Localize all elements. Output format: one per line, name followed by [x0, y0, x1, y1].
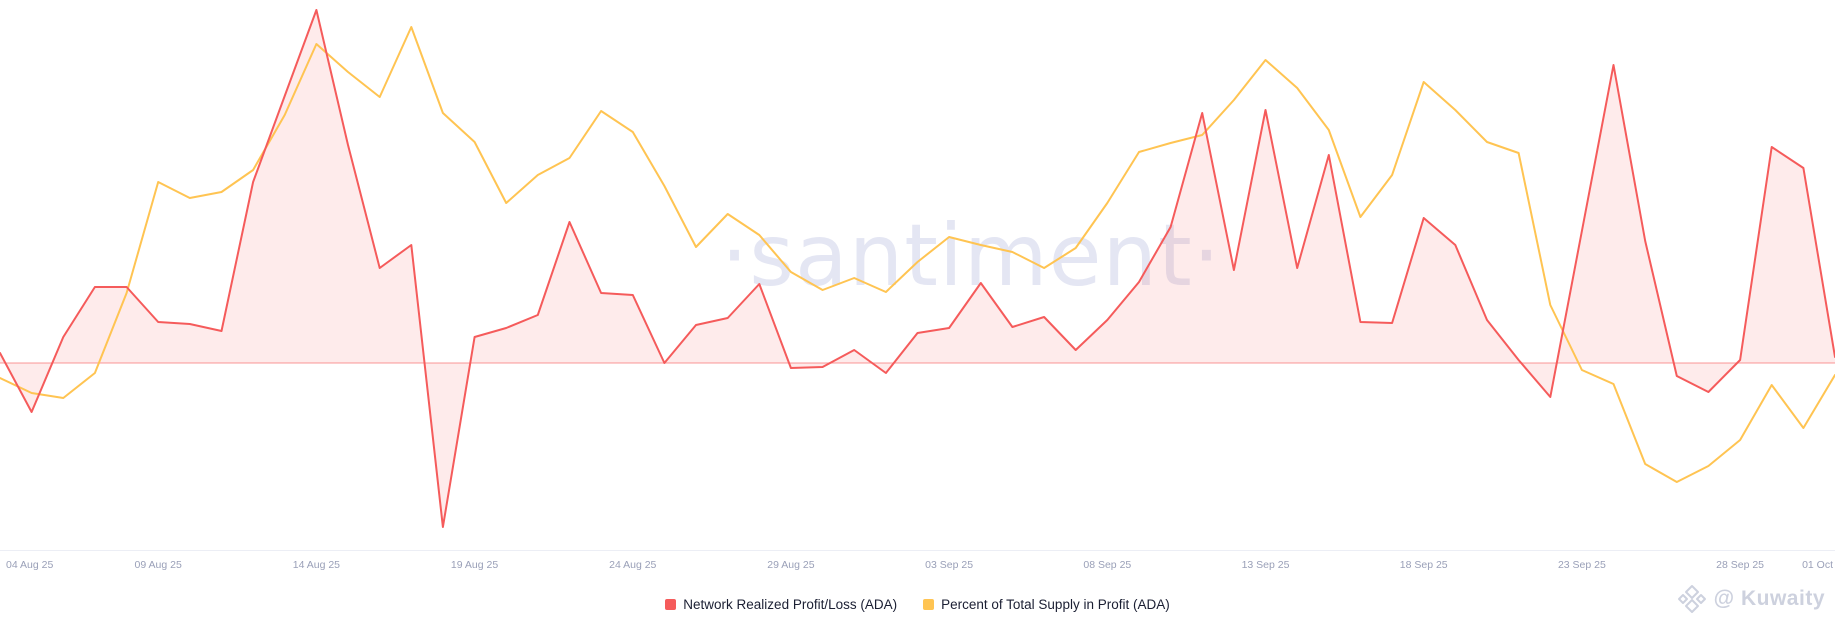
kuwaity-brand-watermark: @ Kuwaity — [1675, 576, 1825, 621]
chart-canvas[interactable] — [0, 0, 1835, 550]
x-axis-tick: 18 Sep 25 — [1399, 559, 1448, 571]
santiment-watermark: ·santiment· — [720, 206, 1222, 306]
x-axis-tick: 01 Oct — [1802, 559, 1833, 571]
chart-footer: Network Realized Profit/Loss (ADA) Percen… — [0, 576, 1835, 621]
x-axis: 04 Aug 25 09 Aug 25 14 Aug 25 19 Aug 25 24 A… — [0, 550, 1835, 576]
chart-plot-area[interactable] — [0, 0, 1835, 550]
legend-swatch — [923, 599, 935, 610]
supply-in-profit-line — [0, 26, 1835, 483]
x-axis-tick: 04 Aug 25 — [6, 559, 54, 571]
x-axis-tick: 09 Aug 25 — [134, 559, 182, 571]
brand-label: @ Kuwaity — [1713, 586, 1825, 610]
diamond-logo-icon — [1677, 584, 1706, 613]
x-axis-tick: 14 Aug 25 — [292, 559, 341, 571]
x-axis-tick: 29 Aug 25 — [767, 559, 815, 571]
x-axis-tick: 23 Sep 25 — [1557, 559, 1606, 571]
x-axis-tick: 08 Sep 25 — [1083, 559, 1132, 571]
x-axis-tick: 19 Aug 25 — [450, 559, 499, 571]
realized-profit-loss-area — [0, 10, 1835, 527]
x-axis-tick: 28 Sep 25 — [1716, 559, 1765, 571]
legend-item[interactable]: Percent of Total Supply in Profit (ADA) — [923, 597, 1170, 612]
x-axis-tick: 13 Sep 25 — [1241, 559, 1290, 571]
legend-swatch — [665, 599, 677, 610]
legend-item[interactable]: Network Realized Profit/Loss (ADA) — [665, 597, 897, 612]
legend-label: Percent of Total Supply in Profit (ADA) — [941, 597, 1170, 612]
legend-label: Network Realized Profit/Loss (ADA) — [683, 597, 898, 612]
x-axis-tick: 03 Sep 25 — [925, 559, 974, 571]
x-axis-tick: 24 Aug 25 — [609, 559, 657, 571]
legend: Network Realized Profit/Loss (ADA) Percen… — [0, 597, 1835, 612]
realized-profit-loss-line — [0, 9, 1835, 528]
